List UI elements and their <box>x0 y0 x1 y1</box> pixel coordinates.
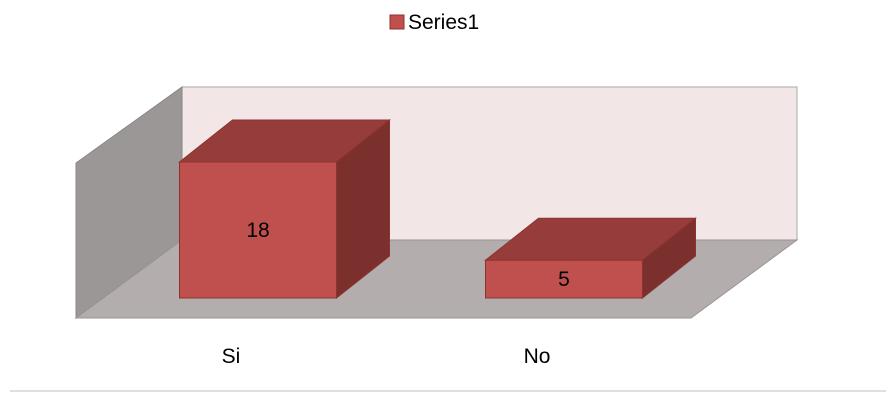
data-labels: 18 5 <box>246 219 570 291</box>
legend-swatch <box>389 14 405 30</box>
data-label-si: 18 <box>246 219 269 242</box>
x-tick-label-si: Si <box>222 345 241 368</box>
data-label-no: 5 <box>558 268 570 291</box>
bars <box>178 118 697 300</box>
x-axis-tick-labels: Si No <box>222 345 551 368</box>
bar-front-face <box>179 161 337 299</box>
legend-label-series1: Series1 <box>408 11 479 34</box>
bar-no <box>484 217 697 300</box>
bar-front-face <box>485 259 643 299</box>
x-tick-label-no: No <box>524 345 551 368</box>
legend: Series1 <box>389 11 479 34</box>
bar-si <box>178 118 391 300</box>
